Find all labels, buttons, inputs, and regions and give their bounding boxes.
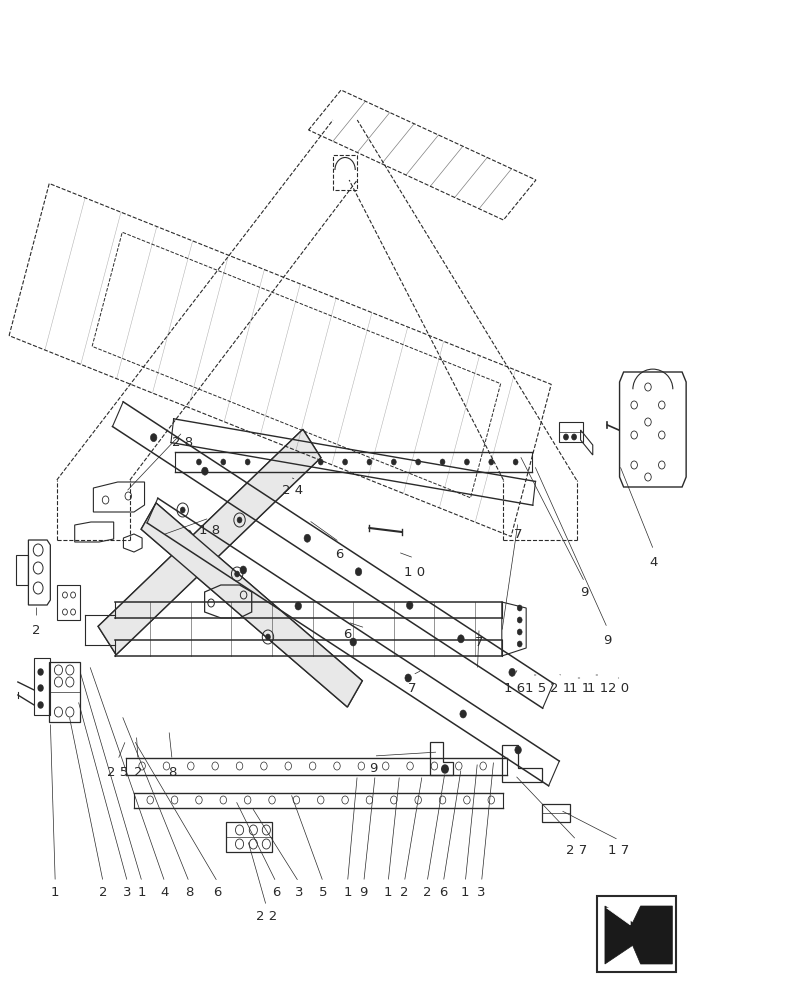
Circle shape bbox=[459, 710, 466, 718]
Text: 7: 7 bbox=[408, 682, 416, 694]
Text: 2 2: 2 2 bbox=[255, 910, 277, 922]
Circle shape bbox=[406, 601, 413, 609]
Circle shape bbox=[517, 605, 521, 611]
Circle shape bbox=[221, 459, 225, 465]
Text: 2 0: 2 0 bbox=[607, 682, 629, 694]
Text: 9: 9 bbox=[359, 886, 367, 898]
Circle shape bbox=[391, 459, 396, 465]
Text: 1 5: 1 5 bbox=[525, 682, 546, 694]
Circle shape bbox=[265, 634, 270, 640]
Circle shape bbox=[355, 568, 362, 576]
Circle shape bbox=[342, 459, 347, 465]
Circle shape bbox=[269, 459, 274, 465]
Text: 9: 9 bbox=[580, 585, 588, 598]
Text: 3: 3 bbox=[294, 886, 303, 898]
Text: 5: 5 bbox=[319, 886, 327, 898]
Text: 1: 1 bbox=[51, 886, 59, 898]
Circle shape bbox=[514, 746, 521, 754]
Text: 1 6: 1 6 bbox=[504, 682, 525, 694]
Circle shape bbox=[38, 685, 43, 691]
Polygon shape bbox=[604, 906, 672, 964]
Text: 2 4: 2 4 bbox=[281, 484, 303, 496]
Circle shape bbox=[180, 507, 185, 513]
Text: 1: 1 bbox=[138, 886, 146, 898]
Circle shape bbox=[367, 459, 371, 465]
Text: 4: 4 bbox=[161, 886, 169, 898]
Circle shape bbox=[150, 434, 157, 442]
Circle shape bbox=[440, 459, 444, 465]
Circle shape bbox=[196, 459, 201, 465]
Text: 1 1: 1 1 bbox=[586, 682, 607, 694]
Text: 9: 9 bbox=[603, 634, 611, 647]
Text: 6: 6 bbox=[335, 548, 343, 562]
Circle shape bbox=[508, 668, 515, 676]
Circle shape bbox=[201, 467, 208, 475]
Circle shape bbox=[563, 434, 568, 440]
Text: 3: 3 bbox=[123, 886, 131, 898]
Text: 2: 2 bbox=[423, 886, 431, 898]
Text: 6: 6 bbox=[343, 629, 351, 642]
Text: 4: 4 bbox=[649, 556, 657, 568]
Text: 8: 8 bbox=[168, 766, 176, 778]
Circle shape bbox=[38, 669, 43, 675]
Text: 6: 6 bbox=[439, 886, 447, 898]
Text: 2 8: 2 8 bbox=[172, 436, 193, 448]
Circle shape bbox=[185, 530, 191, 538]
Circle shape bbox=[350, 638, 356, 646]
Polygon shape bbox=[606, 908, 629, 925]
Circle shape bbox=[517, 641, 521, 647]
Text: 3: 3 bbox=[477, 886, 485, 898]
Circle shape bbox=[294, 602, 301, 610]
Circle shape bbox=[38, 702, 43, 708]
Text: 9: 9 bbox=[369, 762, 377, 774]
Text: 1: 1 bbox=[461, 886, 469, 898]
Circle shape bbox=[488, 459, 493, 465]
Circle shape bbox=[252, 501, 259, 509]
Bar bbox=[596, 896, 676, 972]
Circle shape bbox=[513, 459, 517, 465]
Text: 1 8: 1 8 bbox=[199, 524, 220, 536]
Text: 2: 2 bbox=[134, 766, 142, 778]
Circle shape bbox=[415, 459, 420, 465]
Text: 1 0: 1 0 bbox=[403, 566, 424, 578]
Circle shape bbox=[240, 566, 247, 574]
Circle shape bbox=[517, 617, 521, 623]
Text: 2 1: 2 1 bbox=[549, 682, 570, 694]
Circle shape bbox=[405, 674, 411, 682]
Text: 1 1: 1 1 bbox=[569, 682, 590, 694]
Text: 2: 2 bbox=[400, 886, 408, 898]
Circle shape bbox=[517, 629, 521, 635]
Circle shape bbox=[464, 459, 469, 465]
Circle shape bbox=[318, 459, 323, 465]
Text: 7: 7 bbox=[513, 528, 521, 542]
Circle shape bbox=[245, 459, 250, 465]
Text: 2 5: 2 5 bbox=[107, 766, 128, 778]
Circle shape bbox=[571, 434, 576, 440]
Text: 2: 2 bbox=[99, 886, 107, 898]
Text: 2 7: 2 7 bbox=[565, 844, 586, 856]
Text: 1: 1 bbox=[343, 886, 351, 898]
Circle shape bbox=[457, 635, 464, 643]
Circle shape bbox=[303, 534, 310, 542]
Text: 1 7: 1 7 bbox=[607, 844, 629, 856]
Text: 2: 2 bbox=[32, 624, 41, 637]
Polygon shape bbox=[141, 503, 362, 707]
Circle shape bbox=[237, 517, 242, 523]
Circle shape bbox=[294, 459, 298, 465]
Circle shape bbox=[234, 571, 239, 577]
Text: 6: 6 bbox=[213, 886, 221, 898]
Text: 6: 6 bbox=[272, 886, 280, 898]
Text: 1: 1 bbox=[384, 886, 392, 898]
Text: 7: 7 bbox=[474, 636, 483, 648]
Circle shape bbox=[441, 765, 448, 773]
Polygon shape bbox=[98, 429, 320, 655]
Text: 8: 8 bbox=[185, 886, 193, 898]
